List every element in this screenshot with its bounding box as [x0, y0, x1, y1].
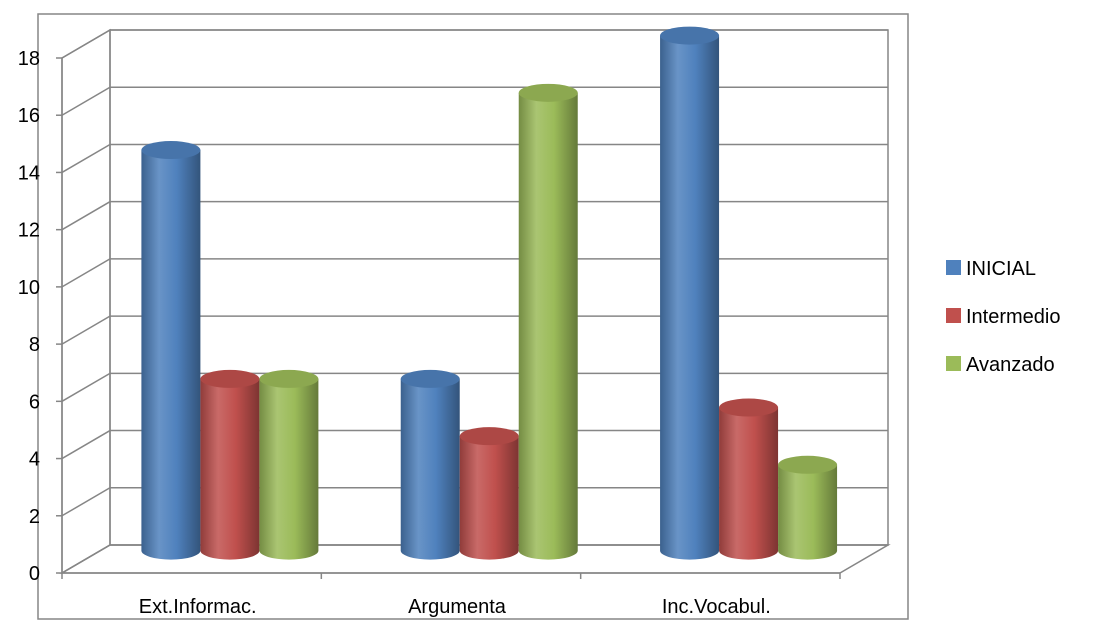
bars — [141, 26, 838, 560]
bar-top — [200, 369, 260, 388]
legend-swatch — [946, 356, 961, 371]
x-tick-label: Argumenta — [408, 596, 507, 618]
bar-body — [518, 92, 578, 560]
bar — [200, 369, 260, 560]
bar-body — [660, 35, 720, 560]
bar-body — [400, 378, 460, 560]
bar — [259, 369, 319, 560]
bar — [518, 83, 578, 560]
gridline — [61, 143, 888, 174]
bar-body — [719, 407, 779, 560]
y-tick-label: 10 — [18, 277, 40, 299]
bar-top — [259, 369, 319, 388]
y-tick-label: 18 — [18, 48, 40, 70]
y-tick-label: 16 — [18, 105, 40, 127]
bar-top — [400, 369, 460, 388]
gridline — [61, 86, 888, 116]
bar-body — [141, 150, 201, 560]
legend-swatch — [946, 308, 961, 323]
bar-body — [259, 378, 319, 560]
bar-top — [518, 83, 578, 102]
y-tick-label: 14 — [18, 162, 40, 184]
bar — [400, 369, 460, 560]
gridline — [61, 258, 888, 288]
y-tick-label: 8 — [29, 334, 40, 356]
legend-label: Avanzado — [966, 354, 1055, 376]
bar — [778, 455, 838, 560]
bar-top — [141, 141, 201, 160]
gridlines — [61, 29, 888, 574]
bar — [141, 141, 201, 560]
gridline — [61, 29, 888, 59]
y-tick-label: 4 — [29, 449, 40, 471]
gridline — [61, 544, 888, 574]
bar-top — [459, 427, 519, 446]
gridline — [61, 429, 888, 460]
x-tick-labels: Ext.Informac. Argumenta Inc.Vocabul. — [139, 596, 771, 618]
bar-top — [660, 26, 720, 45]
axes — [56, 57, 841, 579]
bar-body — [459, 436, 519, 560]
gridline — [61, 487, 888, 517]
y-tick-labels: 0 2 4 6 8 10 12 14 16 18 — [18, 48, 40, 585]
bar — [719, 398, 779, 560]
bar-top — [719, 398, 779, 417]
legend-label: Intermedio — [966, 306, 1061, 328]
y-tick-label: 6 — [29, 391, 40, 413]
gridline — [61, 200, 888, 231]
bar-top — [778, 455, 838, 474]
y-tick-label: 2 — [29, 506, 40, 528]
bar-body — [778, 464, 838, 560]
bar-body — [200, 378, 260, 560]
gridline — [61, 372, 888, 402]
gridline — [61, 315, 888, 345]
x-tick-label: Inc.Vocabul. — [662, 596, 771, 618]
y-tick-label: 12 — [18, 220, 40, 242]
legend-swatch — [946, 260, 961, 275]
legend-label: INICIAL — [966, 258, 1036, 280]
y-tick-label: 0 — [29, 563, 40, 585]
legend: INICIAL Intermedio Avanzado — [946, 258, 1061, 376]
x-tick-label: Ext.Informac. — [139, 596, 257, 618]
bar — [459, 427, 519, 560]
bar — [660, 26, 720, 560]
